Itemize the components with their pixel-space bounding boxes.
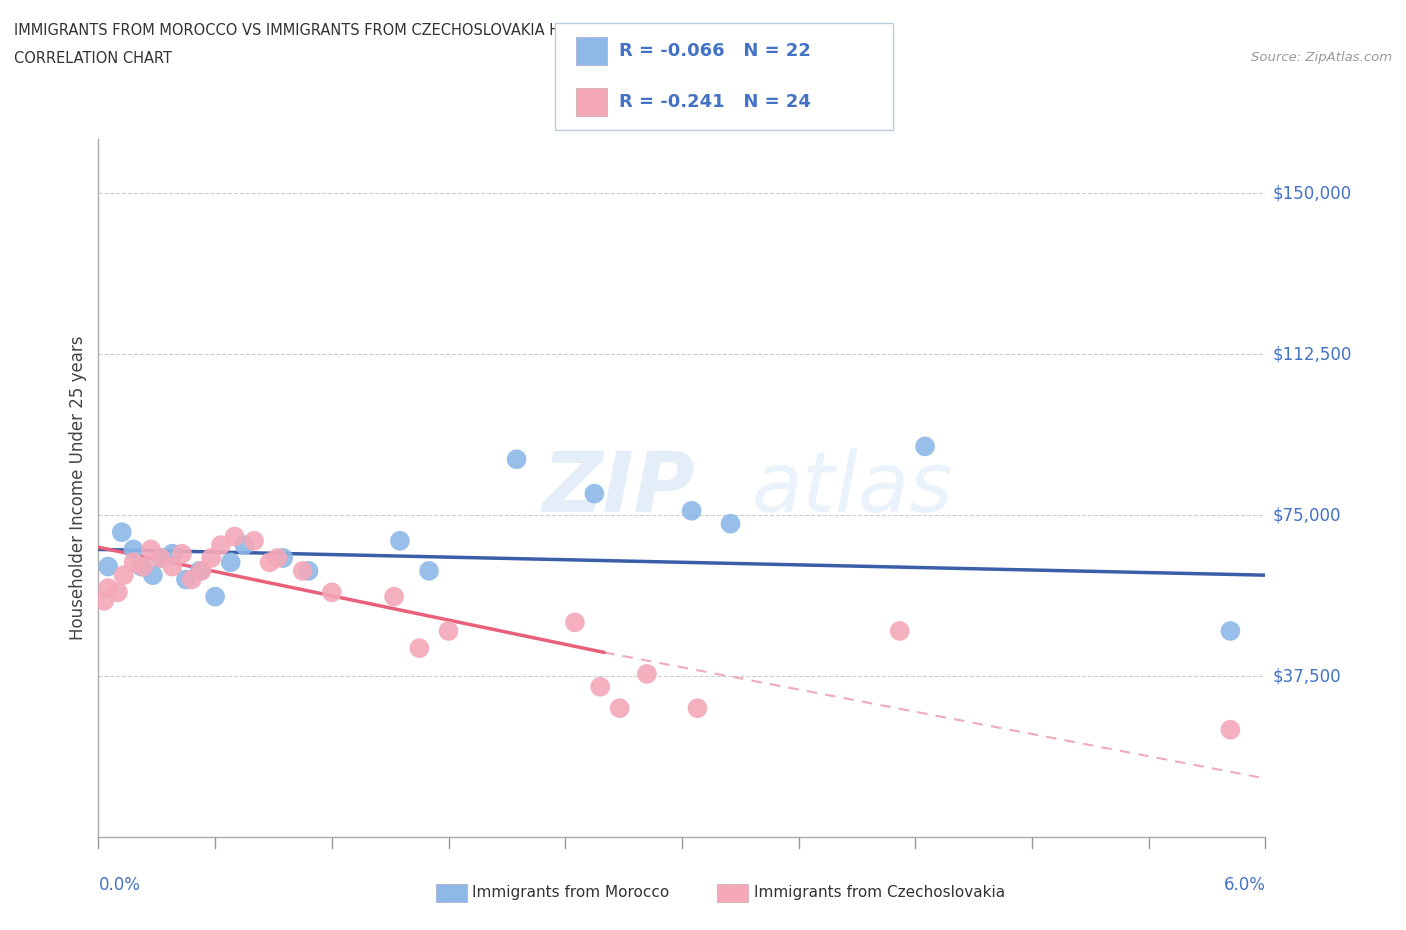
- Point: [321, 585, 343, 600]
- Point: [190, 564, 212, 578]
- Point: [583, 486, 606, 501]
- Text: R = -0.241   N = 24: R = -0.241 N = 24: [619, 93, 810, 112]
- Text: R = -0.066   N = 22: R = -0.066 N = 22: [619, 42, 810, 60]
- Point: [609, 701, 631, 716]
- Point: [720, 516, 742, 531]
- Text: atlas: atlas: [752, 447, 953, 529]
- Point: [129, 559, 152, 574]
- Point: [180, 572, 202, 587]
- Point: [291, 564, 314, 578]
- Point: [132, 559, 155, 574]
- Point: [388, 534, 411, 549]
- Point: [139, 542, 162, 557]
- Text: $37,500: $37,500: [1272, 667, 1341, 685]
- Point: [97, 580, 120, 595]
- Point: [204, 590, 226, 604]
- Text: 0.0%: 0.0%: [98, 876, 141, 894]
- Text: ZIP: ZIP: [541, 447, 695, 529]
- Point: [224, 529, 246, 544]
- Point: [681, 503, 703, 518]
- Text: Immigrants from Czechoslovakia: Immigrants from Czechoslovakia: [754, 885, 1005, 900]
- Text: Source: ZipAtlas.com: Source: ZipAtlas.com: [1251, 51, 1392, 64]
- Point: [188, 564, 211, 578]
- Point: [149, 551, 172, 565]
- Text: CORRELATION CHART: CORRELATION CHART: [14, 51, 172, 66]
- Point: [233, 538, 256, 552]
- Point: [107, 585, 129, 600]
- Point: [297, 564, 319, 578]
- Point: [408, 641, 430, 656]
- Point: [122, 555, 145, 570]
- Point: [162, 546, 184, 561]
- Point: [589, 679, 612, 694]
- Point: [112, 567, 135, 582]
- Point: [505, 452, 527, 467]
- Point: [914, 439, 936, 454]
- Point: [686, 701, 709, 716]
- Point: [382, 590, 405, 604]
- Point: [418, 564, 440, 578]
- Point: [170, 546, 193, 561]
- Point: [122, 542, 145, 557]
- Point: [111, 525, 134, 539]
- Text: IMMIGRANTS FROM MOROCCO VS IMMIGRANTS FROM CZECHOSLOVAKIA HOUSEHOLDER INCOME UND: IMMIGRANTS FROM MOROCCO VS IMMIGRANTS FR…: [14, 23, 858, 38]
- Point: [636, 667, 658, 682]
- Text: Immigrants from Morocco: Immigrants from Morocco: [472, 885, 669, 900]
- Point: [1219, 723, 1241, 737]
- Point: [93, 593, 115, 608]
- Y-axis label: Householder Income Under 25 years: Householder Income Under 25 years: [69, 336, 87, 641]
- Point: [271, 551, 294, 565]
- Point: [243, 534, 266, 549]
- Point: [174, 572, 197, 587]
- Point: [209, 538, 232, 552]
- Point: [437, 623, 460, 638]
- Point: [200, 551, 222, 565]
- Point: [259, 555, 281, 570]
- Point: [219, 555, 242, 570]
- Point: [142, 567, 165, 582]
- Point: [266, 551, 288, 565]
- Point: [97, 559, 120, 574]
- Point: [162, 559, 184, 574]
- Point: [889, 623, 911, 638]
- Text: 6.0%: 6.0%: [1223, 876, 1265, 894]
- Point: [149, 551, 172, 565]
- Point: [1219, 623, 1241, 638]
- Text: $112,500: $112,500: [1272, 345, 1351, 363]
- Text: $150,000: $150,000: [1272, 184, 1351, 202]
- Point: [564, 615, 586, 630]
- Text: $75,000: $75,000: [1272, 506, 1341, 525]
